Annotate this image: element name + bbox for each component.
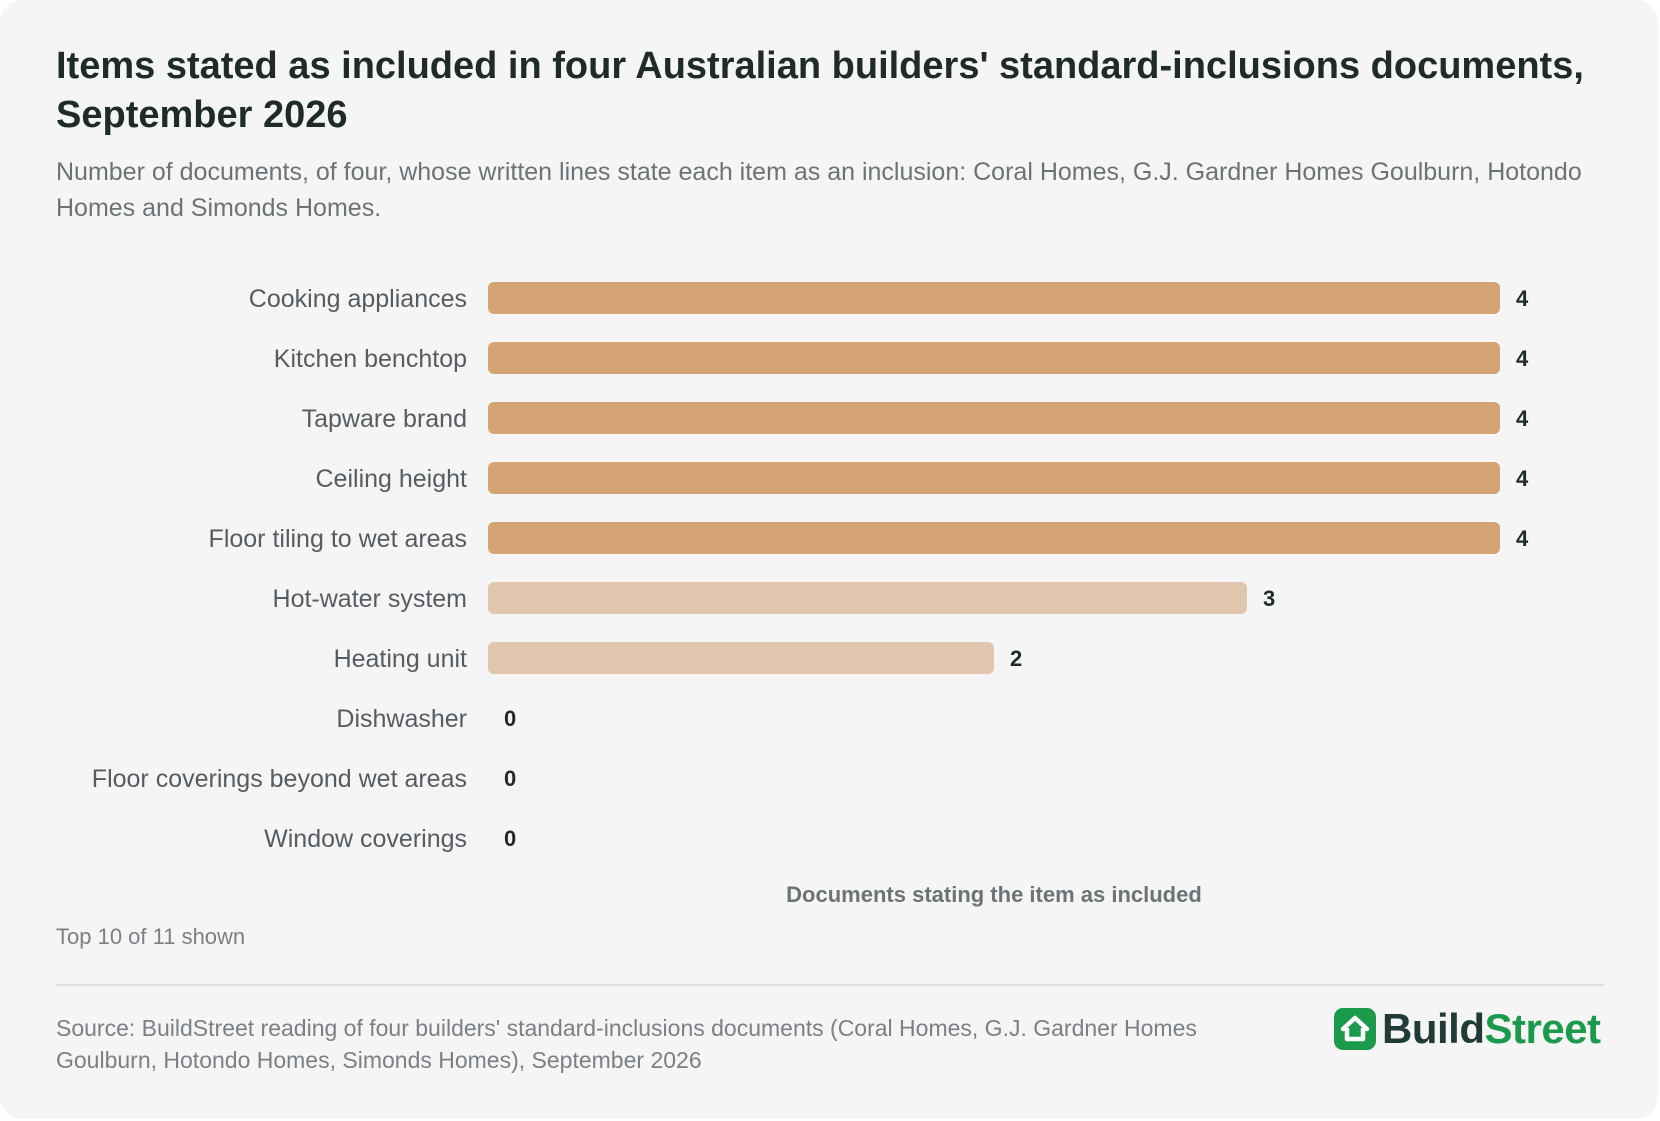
value-label: 3: [1263, 586, 1275, 611]
bar-chart: Cooking appliances 4 Kitchen benchtop 4 Tapw…: [92, 282, 1529, 907]
bar: [488, 582, 1247, 614]
value-label: 2: [1010, 646, 1022, 671]
category-label: Floor coverings beyond wet areas: [92, 765, 467, 793]
bar: [488, 522, 1500, 554]
chart-subtitle: Number of documents, of four, whose writ…: [56, 158, 1582, 222]
category-label: Kitchen benchtop: [274, 345, 467, 373]
value-label: 4: [1516, 466, 1529, 491]
logo-word-build: Build: [1382, 1005, 1485, 1052]
bar: [488, 462, 1500, 494]
x-axis-title: Documents stating the item as included: [786, 882, 1202, 907]
value-label: 0: [504, 766, 516, 791]
value-label: 4: [1516, 346, 1529, 371]
bar: [488, 342, 1500, 374]
value-label: 4: [1516, 526, 1529, 551]
shown-count-note: Top 10 of 11 shown: [56, 924, 246, 949]
logo-word-street: Street: [1484, 1005, 1601, 1052]
footer-divider: [56, 984, 1604, 986]
category-label: Heating unit: [334, 645, 467, 673]
category-label: Dishwasher: [336, 705, 467, 733]
bar: [488, 402, 1500, 434]
category-label: Window coverings: [264, 825, 467, 853]
category-label: Hot-water system: [273, 585, 467, 613]
value-label: 4: [1516, 406, 1529, 431]
value-label: 4: [1516, 286, 1529, 311]
bar: [488, 642, 994, 674]
category-label: Cooking appliances: [249, 285, 467, 313]
category-label: Floor tiling to wet areas: [209, 525, 467, 553]
category-label: Tapware brand: [302, 405, 467, 433]
house-icon: [1334, 1008, 1376, 1050]
value-label: 0: [504, 706, 516, 731]
source-note: Source: BuildStreet reading of four buil…: [56, 1015, 1197, 1073]
value-label: 0: [504, 826, 516, 851]
chart-title: Items stated as included in four Austral…: [56, 45, 1584, 136]
category-label: Ceiling height: [316, 465, 468, 493]
buildstreet-logo: BuildStreet: [1334, 1004, 1601, 1054]
bar: [488, 282, 1500, 314]
